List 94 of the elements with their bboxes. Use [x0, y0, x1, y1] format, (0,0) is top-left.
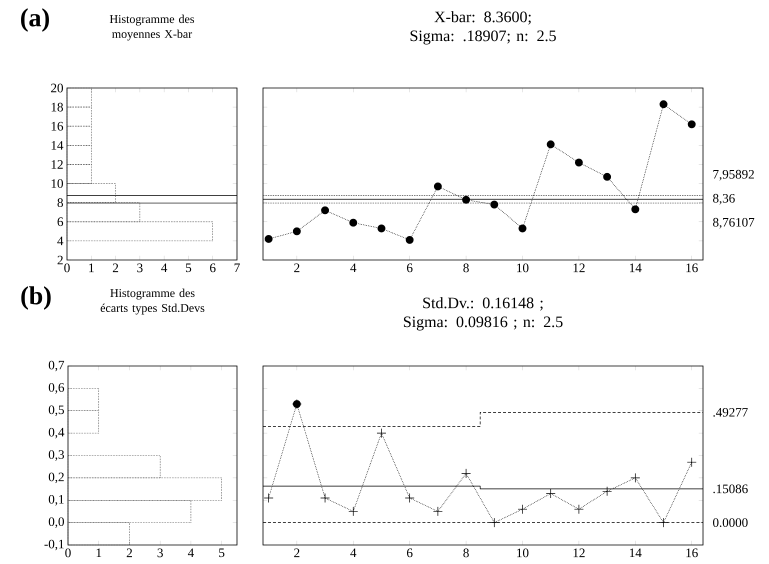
x-tick-label: 3 [137, 264, 143, 272]
point [518, 224, 526, 232]
y-tick-label: 2 [58, 256, 63, 264]
x-tick-label: 16 [686, 264, 698, 272]
ref-line-label: 8,36 [713, 194, 735, 205]
chart-title: Std.Dv.: 0.16148 ; [423, 297, 543, 311]
y-tick-label: 16 [52, 122, 64, 131]
point [264, 493, 274, 503]
ref-line-label: 8,76107 [713, 218, 754, 229]
chart-subtitle: Sigma: .18907; n: 2.5 [410, 30, 556, 44]
text: (a) [21, 8, 49, 32]
x-tick-label: 2 [126, 548, 132, 558]
y-tick-label: 0,7 [48, 360, 64, 372]
x-tick-label: 2 [294, 264, 300, 272]
point [490, 200, 498, 209]
series-label: .49277 [713, 408, 748, 417]
point [603, 172, 612, 181]
y-tick-label: 0,5 [48, 405, 64, 416]
point [602, 486, 612, 496]
y-tick-label: 0,0 [48, 517, 64, 528]
point [349, 218, 358, 227]
x-tick-label: 7 [234, 264, 240, 272]
x-tick-label: 0 [64, 264, 70, 272]
point [489, 518, 500, 528]
point [574, 504, 584, 514]
point [321, 206, 330, 214]
x-tick-label: 4 [161, 264, 168, 272]
x-tick-label: 1 [89, 264, 94, 272]
point [658, 518, 668, 528]
y-tick-label: 20 [51, 84, 63, 92]
point [292, 227, 301, 236]
x-tick-label: 4 [350, 264, 356, 272]
x-tick-label: 5 [219, 548, 224, 558]
x-tick-label: 10 [517, 264, 528, 272]
x-tick-label: 2 [112, 264, 118, 272]
x-tick-label: 4 [188, 548, 194, 558]
point [630, 473, 640, 483]
point [320, 493, 330, 503]
x-tick-label: 14 [630, 548, 642, 558]
y-tick-label: 6 [58, 217, 64, 226]
point [264, 235, 273, 243]
point [574, 158, 583, 166]
x-tick-label: 0 [65, 548, 71, 558]
x-tick-label: 2 [294, 548, 300, 558]
x-tick-label: 5 [186, 264, 192, 272]
x-tick-label: 8 [463, 548, 469, 558]
x-tick-label: 1 [96, 548, 102, 558]
x-tick-label: 4 [350, 548, 356, 558]
y-tick-label: 0,6 [48, 383, 64, 394]
chart-title: Histogramme des écarts types Std.Devs [100, 288, 204, 314]
y-tick-label: 0,4 [48, 428, 64, 438]
x-tick-label: 12 [574, 548, 585, 558]
chart-subtitle: Sigma: 0.09816 ; n: 2.5 [404, 316, 563, 330]
point [434, 182, 442, 190]
point [631, 205, 640, 214]
point [546, 140, 555, 148]
y-tick-label: 18 [52, 102, 63, 112]
x-tick-label: 14 [630, 264, 642, 272]
point [433, 506, 443, 516]
point [461, 468, 471, 478]
point [462, 196, 470, 204]
x-tick-label: 6 [210, 264, 216, 272]
x-tick-label: 6 [406, 264, 413, 272]
x-tick-label: 8 [463, 264, 469, 272]
y-tick-label: 10 [52, 179, 63, 188]
chart-title: Histogramme des moyennes X-bar [110, 14, 194, 40]
point [518, 504, 528, 514]
ref-line-label: 7,95892 [713, 170, 754, 181]
point [404, 493, 415, 503]
y-tick-label: 0,3 [48, 450, 64, 461]
x-tick-label: 12 [574, 264, 585, 272]
point [546, 488, 556, 498]
x-tick-label: 16 [686, 548, 698, 558]
y-tick-label: 14 [52, 141, 64, 150]
series-label: .15086 [713, 484, 748, 494]
y-tick-label: 0,2 [48, 472, 64, 484]
point [376, 428, 386, 438]
point [406, 236, 414, 244]
point [348, 506, 358, 516]
text: (b) [21, 286, 51, 310]
y-tick-label: 12 [52, 160, 63, 169]
y-tick-label: 4 [57, 236, 64, 246]
point [660, 100, 668, 108]
x-tick-label: 10 [517, 548, 528, 558]
point [378, 224, 386, 232]
x-tick-label: 6 [406, 548, 413, 558]
y-tick-label: 0,1 [48, 494, 64, 506]
chart-title: X-bar: 8.3600; [434, 11, 531, 25]
y-tick-label: 8 [58, 198, 63, 208]
point [688, 120, 696, 128]
point [686, 457, 697, 468]
x-tick-label: 3 [158, 548, 163, 558]
y-tick-label: -0,1 [44, 540, 64, 550]
ref-line-label: 0.0000 [713, 518, 748, 528]
